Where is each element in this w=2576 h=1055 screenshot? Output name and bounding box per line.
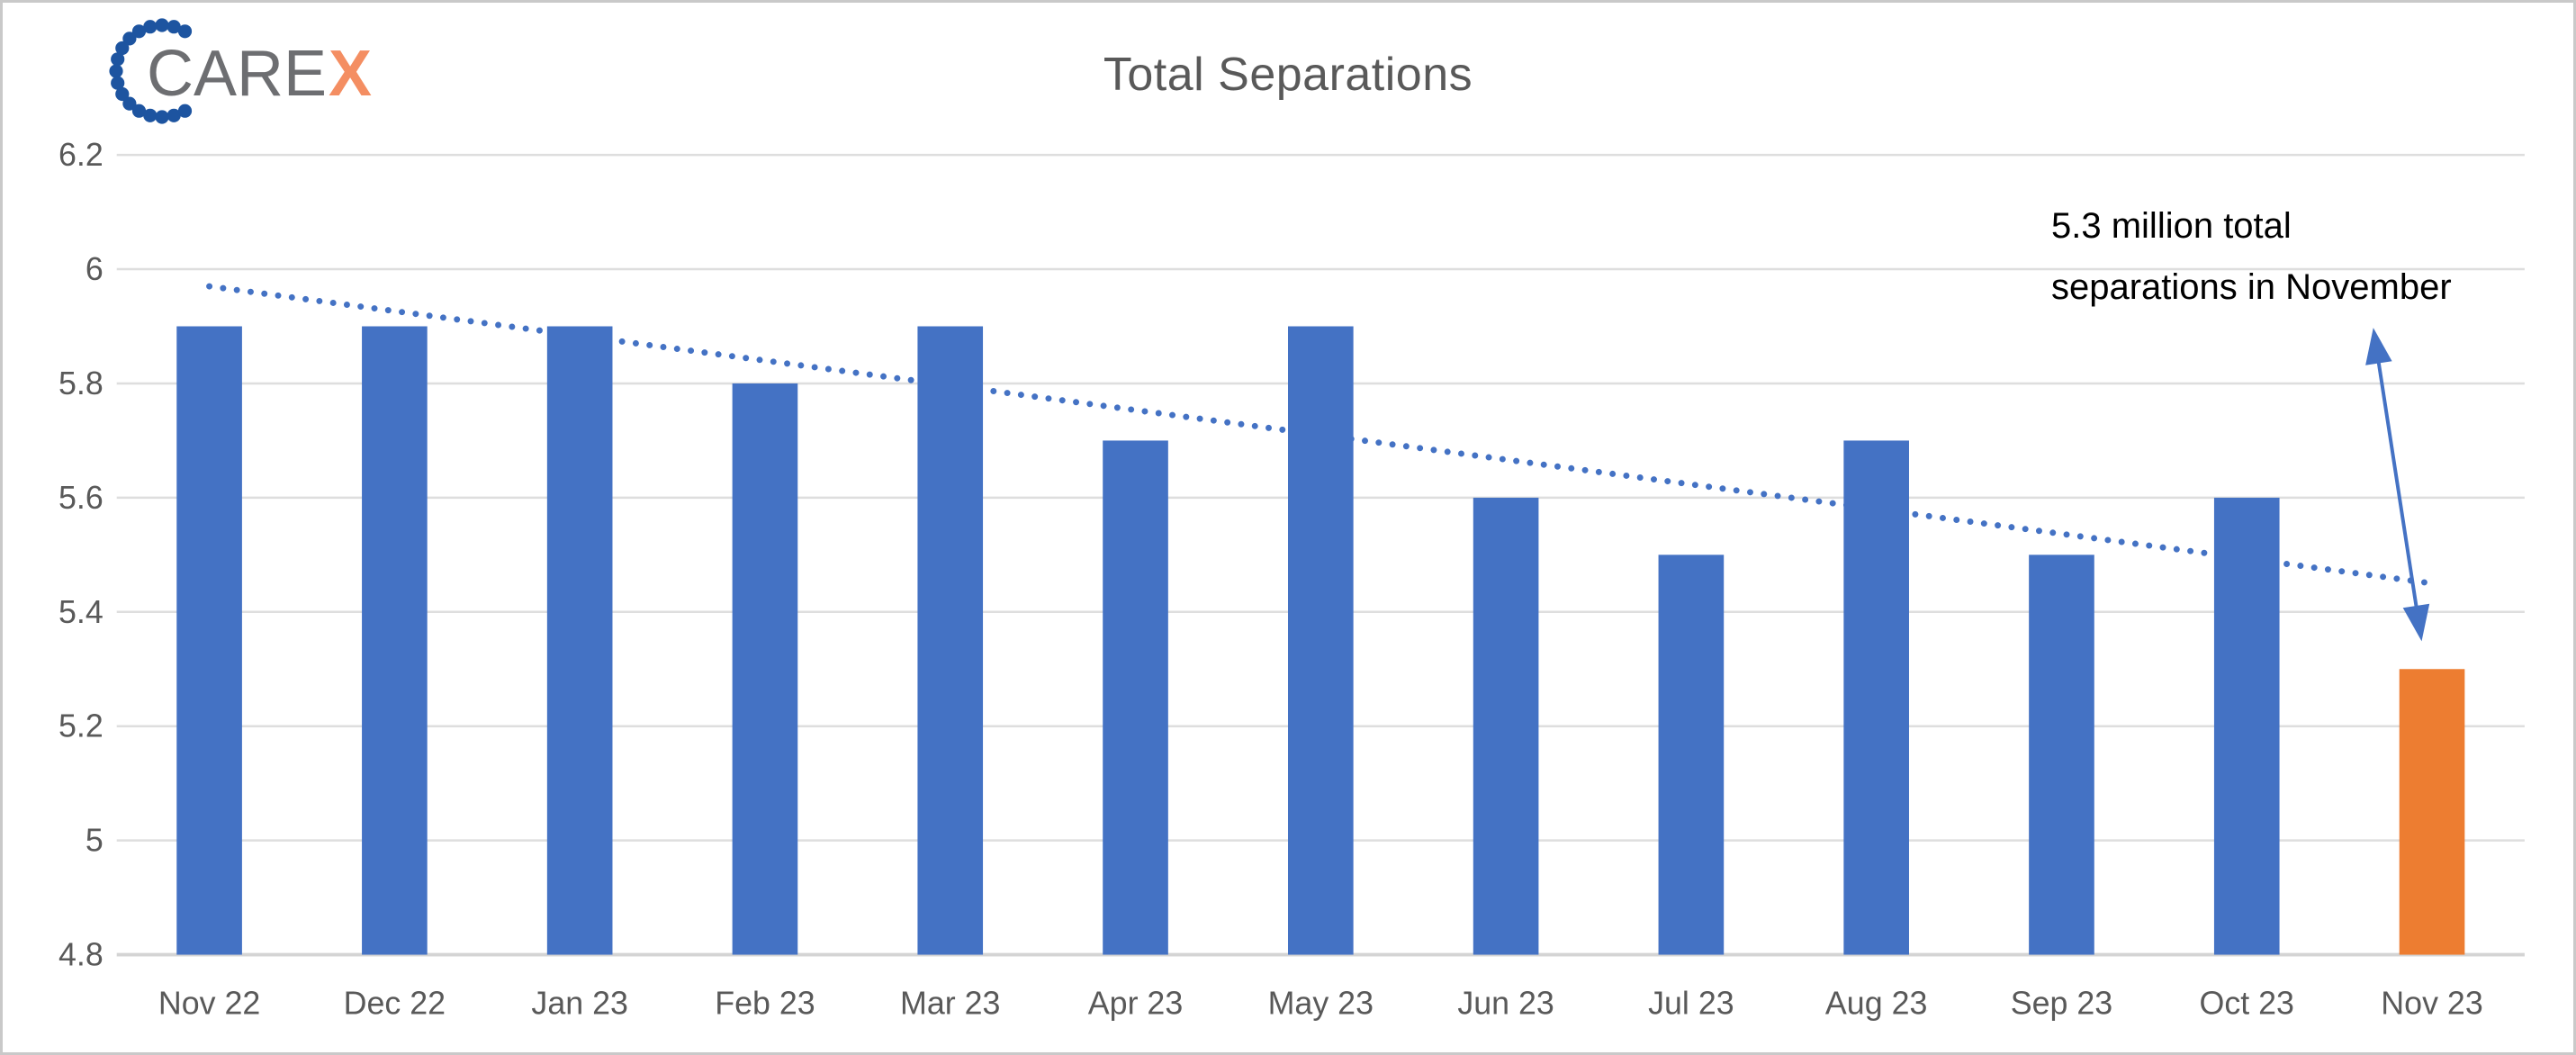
logo-dot-icon bbox=[167, 20, 181, 34]
logo-dot-icon bbox=[167, 108, 181, 122]
x-tick-label: Oct 23 bbox=[2200, 985, 2294, 1021]
bar-jan-23 bbox=[546, 326, 613, 955]
bar-jul-23 bbox=[1658, 555, 1725, 955]
x-tick-label: Mar 23 bbox=[900, 985, 1000, 1021]
x-tick-label: Jan 23 bbox=[531, 985, 627, 1021]
x-tick-label: Feb 23 bbox=[715, 985, 815, 1021]
y-tick-label: 4.8 bbox=[59, 937, 104, 973]
logo-dot-icon bbox=[111, 76, 125, 90]
bar-nov-23 bbox=[2399, 669, 2465, 955]
bar-sep-23 bbox=[2029, 555, 2094, 955]
y-tick-label: 5.8 bbox=[59, 365, 104, 401]
carex-logo: CARE X bbox=[109, 18, 372, 124]
x-tick-label: Jun 23 bbox=[1457, 985, 1554, 1021]
logo-dot-icon bbox=[122, 96, 137, 111]
logo-dot-icon bbox=[143, 108, 158, 122]
arrowhead-up-icon bbox=[2365, 328, 2392, 365]
x-tick-label: Sep 23 bbox=[2011, 985, 2112, 1021]
x-tick-label: May 23 bbox=[1268, 985, 1374, 1021]
y-tick-label: 5.6 bbox=[59, 480, 104, 516]
y-tick-label: 6.2 bbox=[59, 137, 104, 173]
logo-text-care: CARE bbox=[147, 38, 327, 110]
plot-area: 6.2 6 5.8 5.6 5.4 5.2 5 4.8 Nov 22 Dec 22 Jan 23 Fe… bbox=[59, 137, 2525, 1021]
x-tick-label: Nov 23 bbox=[2381, 985, 2482, 1021]
chart-title: Total Separations bbox=[1103, 49, 1473, 101]
bar-may-23 bbox=[1288, 326, 1354, 955]
logo-dot-icon bbox=[155, 18, 169, 32]
bar-feb-23 bbox=[732, 383, 798, 955]
x-tick-label: Aug 23 bbox=[1825, 985, 1927, 1021]
y-tick-label: 5.2 bbox=[59, 708, 104, 744]
x-tick-label: Jul 23 bbox=[1648, 985, 1734, 1021]
annotation-line-2: separations in November bbox=[2051, 267, 2452, 307]
logo-dot-icon bbox=[109, 64, 123, 78]
logo-dot-icon bbox=[111, 52, 125, 67]
bar-dec-22 bbox=[362, 326, 428, 955]
annotation-arrow-line bbox=[2375, 357, 2419, 612]
y-tick-label: 5 bbox=[86, 823, 104, 859]
logo-dot-icon bbox=[122, 32, 137, 46]
annotation-line-1: 5.3 million total bbox=[2051, 206, 2292, 246]
arrowhead-down-icon bbox=[2402, 603, 2430, 642]
bar-oct-23 bbox=[2213, 497, 2280, 955]
bar-apr-23 bbox=[1103, 440, 1168, 955]
bar-jun-23 bbox=[1473, 497, 1539, 955]
logo-dot-icon bbox=[131, 104, 147, 118]
x-tick-label: Nov 22 bbox=[158, 985, 260, 1021]
bar-mar-23 bbox=[917, 326, 984, 955]
logo-dot-icon bbox=[143, 20, 158, 34]
y-tick-label: 5.4 bbox=[59, 594, 104, 630]
bar-nov-22 bbox=[176, 326, 242, 955]
logo-text-x: X bbox=[329, 38, 372, 110]
annotation-callout: 5.3 million total separations in Novembe… bbox=[2051, 195, 2452, 318]
bar-aug-23 bbox=[1843, 440, 1909, 955]
y-tick-label: 6 bbox=[86, 251, 104, 287]
logo-dot-icon bbox=[177, 104, 193, 118]
logo-dot-icon bbox=[131, 24, 147, 39]
logo-dot-icon bbox=[177, 24, 193, 39]
x-tick-label: Dec 22 bbox=[344, 985, 446, 1021]
logo-dot-ring-icon bbox=[109, 18, 193, 124]
x-tick-label: Apr 23 bbox=[1088, 985, 1183, 1021]
logo-dot-icon bbox=[155, 110, 169, 124]
logo-dot-icon bbox=[115, 41, 130, 56]
logo-dot-icon bbox=[115, 86, 130, 102]
